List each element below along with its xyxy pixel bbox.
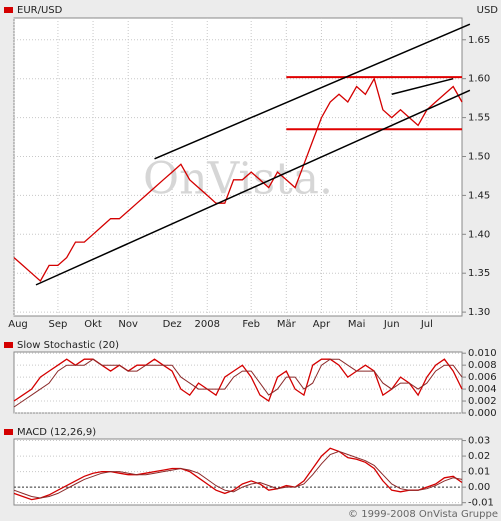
legend-swatch — [4, 342, 13, 348]
x-tick-label: Sep — [48, 319, 67, 330]
y-tick-label: 1.40 — [468, 229, 490, 240]
x-tick-label: 2008 — [195, 319, 220, 330]
legend-label: EUR/USD — [17, 5, 63, 16]
y-axis-label: USD — [477, 5, 499, 16]
y-tick-label: 1.45 — [468, 190, 490, 201]
y-tick-label: 0.008 — [468, 360, 497, 371]
x-tick-label: Jun — [383, 319, 400, 330]
y-tick-label: 0.01 — [468, 467, 490, 478]
y-tick-label: 0.004 — [468, 384, 497, 395]
y-tick-label: 0.00 — [468, 482, 490, 493]
series-line — [13, 450, 463, 499]
series-line — [13, 358, 463, 403]
y-tick-label: 1.55 — [468, 113, 490, 124]
y-tick-label: 1.30 — [468, 307, 490, 318]
y-tick-label: 0.010 — [468, 348, 497, 359]
y-tick-label: 0.02 — [468, 451, 490, 462]
legend-label: MACD (12,26,9) — [17, 427, 96, 438]
x-tick-label: Aug — [8, 319, 28, 330]
x-tick-label: Okt — [84, 319, 102, 330]
y-tick-label: 0.002 — [468, 396, 497, 407]
x-tick-label: Apr — [313, 319, 331, 330]
series-line — [13, 358, 463, 408]
watermark: OnVista. — [143, 154, 333, 205]
trend-line — [391, 77, 454, 95]
x-tick-label: Jul — [420, 319, 433, 330]
plot-area — [13, 17, 463, 317]
legend-label: Slow Stochastic (20) — [17, 340, 119, 351]
x-tick-label: Mär — [277, 319, 297, 330]
x-tick-label: Feb — [242, 319, 260, 330]
y-tick-label: 1.35 — [468, 268, 490, 279]
trend-line — [35, 89, 471, 286]
y-tick-label: 1.65 — [468, 35, 490, 46]
plot-area — [13, 438, 463, 506]
trend-line — [154, 23, 471, 160]
legend-swatch — [4, 7, 13, 13]
y-tick-label: -0.01 — [468, 498, 494, 509]
x-tick-label: Nov — [118, 319, 138, 330]
y-tick-label: 1.60 — [468, 74, 490, 85]
series-line — [13, 447, 463, 501]
x-tick-label: Mai — [348, 319, 366, 330]
y-tick-label: 0.03 — [468, 436, 490, 447]
y-tick-label: 1.50 — [468, 151, 490, 162]
plot-area — [13, 351, 463, 414]
series-line — [13, 77, 463, 283]
y-tick-label: 0.006 — [468, 372, 497, 383]
y-tick-label: 0.000 — [468, 408, 497, 419]
x-tick-label: Dez — [163, 319, 182, 330]
footer: © 1999-2008 OnVista Gruppe — [348, 509, 498, 520]
legend-swatch — [4, 429, 13, 435]
